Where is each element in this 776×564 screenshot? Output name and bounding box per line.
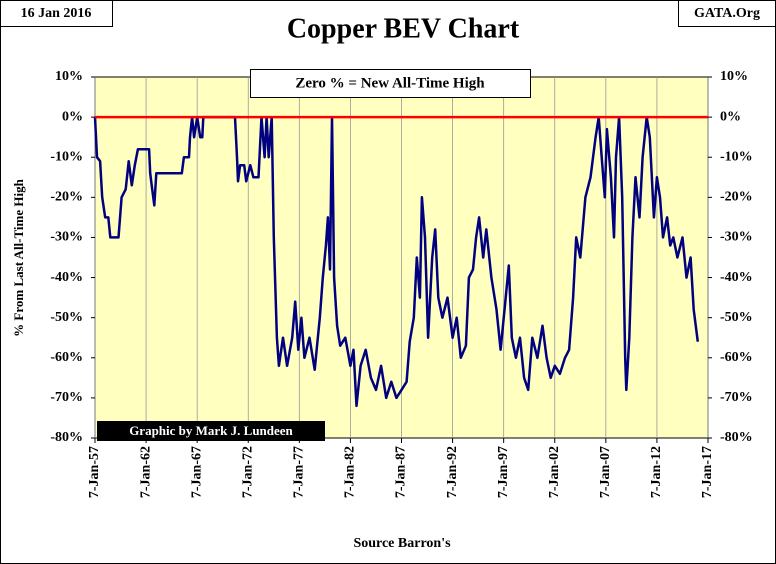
y2-tick-label: -60% [720, 350, 753, 365]
date-box [0, 0, 113, 27]
annotation: Zero % = New All-Time High [295, 75, 485, 91]
x-tick-label: 7-Jan-62 [138, 446, 153, 498]
x-tick-label: 7-Jan-57 [87, 446, 102, 498]
credit-box [97, 421, 325, 441]
x-tick-label: 7-Jan-07 [598, 446, 613, 498]
x-tick-label: 7-Jan-67 [189, 446, 204, 498]
date-label: 16 Jan 2016 [21, 6, 92, 21]
y2-tick-label: -80% [720, 430, 753, 445]
y2-tick-label: -40% [720, 270, 753, 285]
x-tick-label: 7-Jan-17 [700, 446, 715, 498]
y2-tick-label: -10% [720, 149, 753, 164]
x-tick-label: 7-Jan-77 [292, 446, 307, 498]
site-box [678, 0, 776, 27]
y-tick-label: -30% [50, 230, 83, 245]
y-tick-label: -10% [50, 149, 83, 164]
x-tick-label: 7-Jan-97 [496, 446, 511, 498]
y-tick-label: 10% [55, 69, 83, 84]
y-tick-label: -50% [50, 310, 83, 325]
x-tick-label: 7-Jan-82 [343, 446, 358, 498]
x-tick-label: 7-Jan-02 [547, 446, 562, 498]
annotation-box [250, 69, 531, 98]
y2-tick-label: -50% [720, 310, 753, 325]
y-tick-label: -60% [50, 350, 83, 365]
y2-tick-label: 0% [720, 109, 741, 124]
x-tick-label: 7-Jan-72 [240, 446, 255, 498]
y-axis-label: % From Last All-Time High [11, 178, 26, 336]
y-tick-label: -20% [50, 190, 83, 205]
y2-tick-label: -70% [720, 390, 753, 405]
y2-tick-label: -30% [720, 230, 753, 245]
x-tick-label: 7-Jan-87 [394, 446, 409, 498]
credit: Graphic by Mark J. Lundeen [129, 423, 293, 438]
x-axis-label: Source Barron's [353, 536, 451, 551]
y-tick-label: -80% [50, 430, 83, 445]
chart-title: Copper BEV Chart [287, 13, 520, 44]
y-tick-label: -70% [50, 390, 83, 405]
y2-tick-label: 10% [720, 69, 748, 84]
x-tick-label: 7-Jan-12 [649, 446, 664, 498]
data-line [93, 115, 700, 408]
site-label: GATA.Org [694, 6, 760, 21]
y-tick-label: 0% [62, 109, 83, 124]
x-tick-label: 7-Jan-92 [445, 446, 460, 498]
y-tick-label: -40% [50, 270, 83, 285]
y2-tick-label: -20% [720, 190, 753, 205]
